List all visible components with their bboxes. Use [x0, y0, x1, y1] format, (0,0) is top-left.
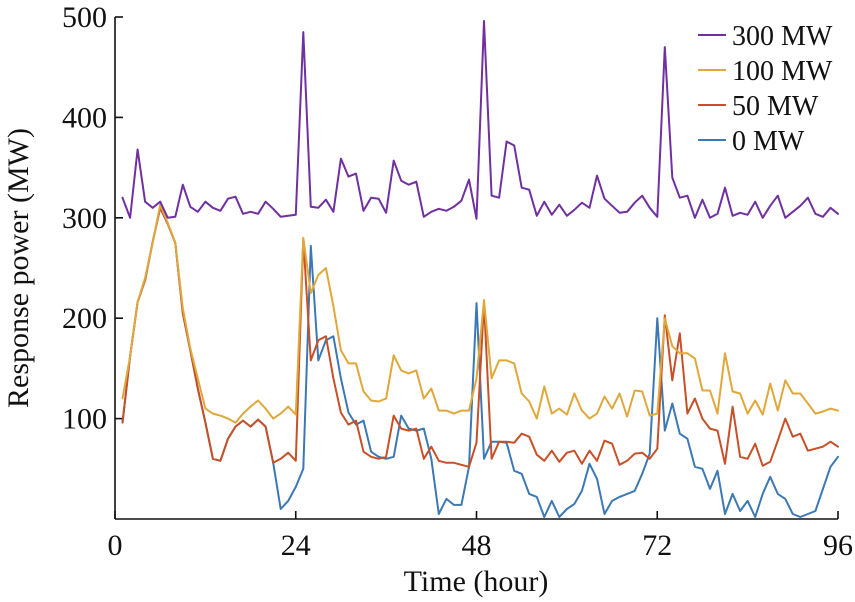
series-lines	[121, 20, 839, 518]
legend-label: 50 MW	[732, 91, 819, 122]
x-tick-label: 96	[823, 529, 853, 562]
x-tick-label: 48	[462, 529, 492, 562]
x-axis-label: Time (hour)	[404, 565, 549, 598]
legend-label: 300 MW	[732, 21, 833, 52]
y-axis-label: Response power (MW)	[2, 128, 35, 408]
series-line-100-mw	[121, 203, 839, 424]
x-tick-label: 24	[281, 529, 311, 562]
plot-area: 100 200 300 400 500 0 24 48 72 96	[62, 1, 853, 562]
y-axis-ticks: 100 200 300 400 500	[62, 1, 123, 436]
x-tick-label: 72	[642, 529, 672, 562]
legend-label: 0 MW	[732, 126, 805, 157]
series-line-50-mw	[121, 206, 839, 468]
y-tick-label: 200	[62, 302, 107, 335]
series-line-300-mw	[121, 20, 839, 220]
y-tick-label: 400	[62, 101, 107, 134]
x-tick-label: 0	[108, 529, 123, 562]
x-axis-ticks: 0 24 48 72 96	[108, 511, 853, 562]
y-tick-label: 500	[62, 1, 107, 34]
y-tick-label: 100	[62, 403, 107, 436]
y-tick-label: 300	[62, 202, 107, 235]
legend-label: 100 MW	[732, 56, 833, 87]
legend: 300 MW 100 MW 50 MW 0 MW	[698, 21, 833, 157]
